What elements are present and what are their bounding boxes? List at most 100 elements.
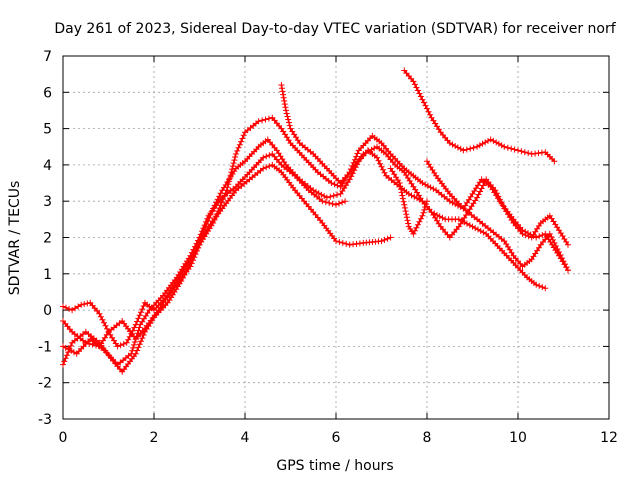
data-point [384, 235, 391, 242]
data-point [482, 139, 489, 146]
data-point [318, 191, 325, 198]
data-point [414, 221, 421, 228]
data-point [188, 260, 195, 267]
data-point [313, 188, 319, 195]
chart-title: Day 261 of 2023, Sidereal Day-to-day VTE… [54, 21, 616, 37]
data-point [380, 166, 386, 173]
data-point [236, 141, 243, 148]
data-point [342, 198, 349, 205]
data-point [504, 144, 511, 151]
data-point [360, 151, 367, 157]
y-tick-label: -2 [38, 376, 52, 392]
data-point [195, 244, 202, 251]
data-point [411, 81, 418, 88]
data-point [117, 342, 124, 349]
data-point [521, 149, 528, 156]
data-point [66, 305, 73, 312]
data-point [328, 180, 335, 186]
data-point [422, 102, 429, 109]
data-point [457, 145, 464, 152]
data-point [213, 211, 220, 218]
data-point [398, 189, 405, 196]
data-point [61, 358, 68, 365]
data-point [375, 157, 382, 164]
data-point [89, 341, 96, 348]
data-point [365, 148, 372, 155]
data-point [403, 211, 410, 218]
data-point [533, 281, 540, 288]
data-point [420, 209, 427, 216]
x-axis-label: GPS time / hours [276, 458, 393, 474]
data-point [240, 132, 247, 139]
data-point [226, 175, 233, 182]
data-point [403, 214, 410, 221]
data-point [259, 117, 266, 124]
data-point [425, 108, 432, 115]
data-point [280, 91, 287, 98]
data-point [378, 238, 385, 245]
data-point [136, 341, 143, 348]
data-point [284, 113, 291, 120]
data-point [140, 332, 147, 338]
x-tick-label: 2 [150, 430, 159, 446]
data-point [216, 205, 223, 212]
data-point [319, 198, 326, 205]
data-point [84, 300, 91, 307]
data-point [266, 163, 273, 170]
data-point [135, 344, 142, 351]
data-point [102, 322, 109, 329]
data-point [417, 93, 424, 100]
data-point [334, 182, 341, 189]
data-point [234, 147, 241, 154]
data-point [408, 192, 415, 199]
data-point [67, 342, 74, 349]
x-tick-label: 0 [59, 430, 68, 446]
data-point [472, 225, 479, 232]
data-point [281, 101, 288, 108]
data-point [533, 234, 540, 241]
data-point [72, 305, 79, 312]
data-point [129, 327, 136, 334]
data-point [522, 228, 529, 235]
data-point [238, 138, 245, 145]
data-point [263, 164, 270, 171]
data-point [401, 204, 408, 211]
data-point [223, 187, 230, 194]
data-point [381, 236, 388, 243]
data-point [539, 232, 546, 239]
y-tick-label: 7 [43, 49, 52, 65]
x-tick-label: 4 [241, 430, 250, 446]
data-point [416, 218, 423, 225]
data-point [224, 184, 231, 191]
data-point [260, 165, 267, 172]
data-point [239, 135, 246, 142]
data-point [78, 301, 85, 308]
data-point [62, 355, 69, 362]
data-point [232, 154, 239, 160]
data-point [515, 147, 521, 154]
data-point [490, 137, 497, 144]
data-point [114, 343, 121, 350]
data-point [485, 137, 491, 144]
data-point [542, 285, 549, 292]
data-point [285, 116, 292, 123]
data-point [226, 178, 233, 185]
data-point [63, 352, 70, 359]
data-point [286, 122, 293, 129]
data-point [478, 185, 485, 192]
grid-lines [63, 56, 609, 419]
data-series [60, 67, 571, 375]
data-point [283, 110, 290, 117]
data-point [86, 340, 93, 347]
y-tick-label: 3 [43, 194, 52, 210]
data-point [202, 224, 209, 231]
data-point [190, 257, 196, 264]
data-point [511, 146, 518, 153]
data-point [470, 144, 477, 151]
data-point [377, 160, 383, 167]
y-tick-label: 4 [43, 158, 52, 174]
data-point [210, 205, 217, 212]
data-point [60, 361, 66, 368]
data-point [132, 350, 139, 357]
data-point [123, 339, 130, 346]
